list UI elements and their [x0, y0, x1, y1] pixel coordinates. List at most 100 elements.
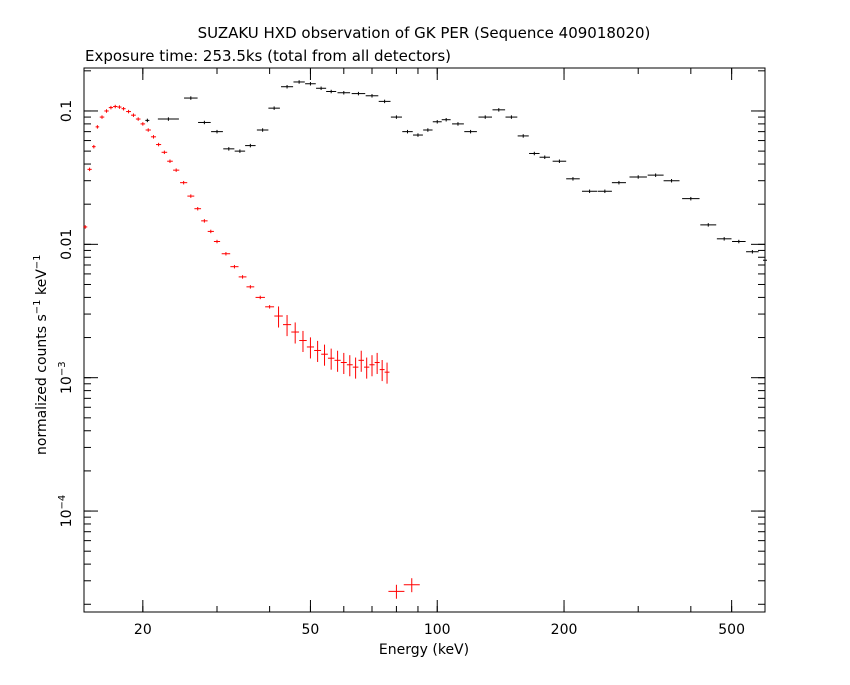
data-point: [663, 178, 680, 183]
data-point: [180, 180, 188, 185]
data-point: [337, 91, 351, 95]
data-point: [314, 340, 322, 362]
data-point: [173, 168, 180, 172]
x-axis-label: Energy (keV): [379, 642, 469, 658]
data-point: [378, 99, 391, 104]
data-point: [245, 143, 256, 148]
data-point: [374, 352, 380, 374]
data-point: [95, 125, 100, 129]
data-point: [517, 134, 529, 138]
data-point: [299, 330, 307, 353]
data-point: [364, 357, 370, 379]
x-tick-label: 20: [134, 622, 152, 638]
data-point: [334, 350, 341, 372]
data-point: [150, 135, 157, 139]
data-point: [388, 584, 405, 599]
data-point: [121, 106, 126, 111]
data-point: [316, 86, 327, 91]
data-point: [682, 196, 700, 201]
series-0: [83, 104, 420, 599]
data-point: [126, 109, 132, 114]
data-point: [611, 180, 626, 185]
data-point: [145, 118, 150, 123]
data-point: [505, 115, 518, 119]
data-point: [581, 189, 598, 194]
chart-subtitle: Exposure time: 253.5ks (total from all d…: [85, 47, 451, 65]
data-point: [221, 252, 231, 256]
data-point: [326, 89, 337, 94]
y-tick-label: 0.01: [59, 229, 75, 260]
y-tick-label-base: 0.1: [59, 100, 75, 122]
x-tick-label: 100: [424, 622, 451, 638]
data-point: [207, 229, 214, 234]
data-point: [230, 264, 239, 269]
data-point: [746, 250, 759, 254]
y-axis-label: normalized counts s−1 keV−1: [32, 254, 50, 455]
data-point: [184, 96, 198, 100]
y-tick-label: 10−3: [57, 361, 75, 394]
data-point: [238, 275, 247, 279]
data-point: [213, 239, 221, 244]
y-axis-label-mid: keV: [34, 269, 50, 300]
series-layer: [83, 80, 767, 599]
data-point: [346, 355, 353, 377]
data-point: [358, 350, 364, 372]
y-tick-label-base: 10: [59, 376, 75, 394]
data-point: [369, 355, 375, 377]
data-point: [131, 113, 136, 117]
data-point: [92, 144, 96, 149]
data-point: [716, 237, 732, 241]
data-point: [321, 344, 328, 366]
data-point: [108, 105, 114, 110]
data-point: [291, 322, 300, 344]
data-point: [293, 80, 305, 84]
data-point: [140, 122, 146, 126]
data-point: [255, 295, 265, 300]
y-tick-label-base: 0.01: [59, 229, 75, 260]
data-point: [256, 128, 269, 132]
y-tick-label: 10−4: [57, 495, 75, 528]
data-point: [351, 91, 366, 96]
x-tick-label: 200: [551, 622, 578, 638]
x-tick-label: 50: [302, 622, 320, 638]
data-point: [145, 128, 151, 132]
data-point: [384, 362, 390, 384]
data-point: [597, 189, 612, 194]
data-point: [492, 108, 506, 112]
y-tick-label-exp: −4: [57, 495, 68, 510]
y-axis-label-exp-1: −1: [32, 299, 43, 314]
data-point: [552, 159, 567, 163]
data-point: [305, 82, 316, 86]
data-point: [83, 225, 88, 229]
data-point: [282, 315, 292, 337]
data-point: [390, 115, 402, 119]
data-point: [647, 173, 664, 177]
chart-title: SUZAKU HXD observation of GK PER (Sequen…: [198, 24, 651, 42]
data-point: [234, 149, 246, 153]
y-tick-label: 0.1: [59, 100, 75, 122]
data-point: [117, 105, 122, 109]
data-point: [629, 175, 647, 179]
data-point: [539, 155, 550, 159]
data-point: [246, 285, 255, 289]
data-point: [340, 352, 347, 374]
data-point: [423, 128, 433, 132]
data-point: [281, 85, 294, 89]
data-point: [700, 223, 717, 227]
data-point: [223, 147, 235, 151]
data-point: [268, 106, 280, 110]
data-point: [113, 104, 118, 109]
data-point: [104, 109, 109, 113]
y-axis-label-main: normalized counts s: [34, 314, 50, 455]
data-point: [201, 219, 208, 223]
data-point: [432, 120, 442, 124]
data-point: [464, 129, 477, 134]
data-point: [566, 177, 580, 181]
y-tick-label-exp: −3: [57, 361, 68, 376]
data-point: [732, 239, 746, 244]
x-axis-ticks: 20 50 100 200 500: [134, 68, 766, 638]
data-point: [365, 94, 379, 98]
